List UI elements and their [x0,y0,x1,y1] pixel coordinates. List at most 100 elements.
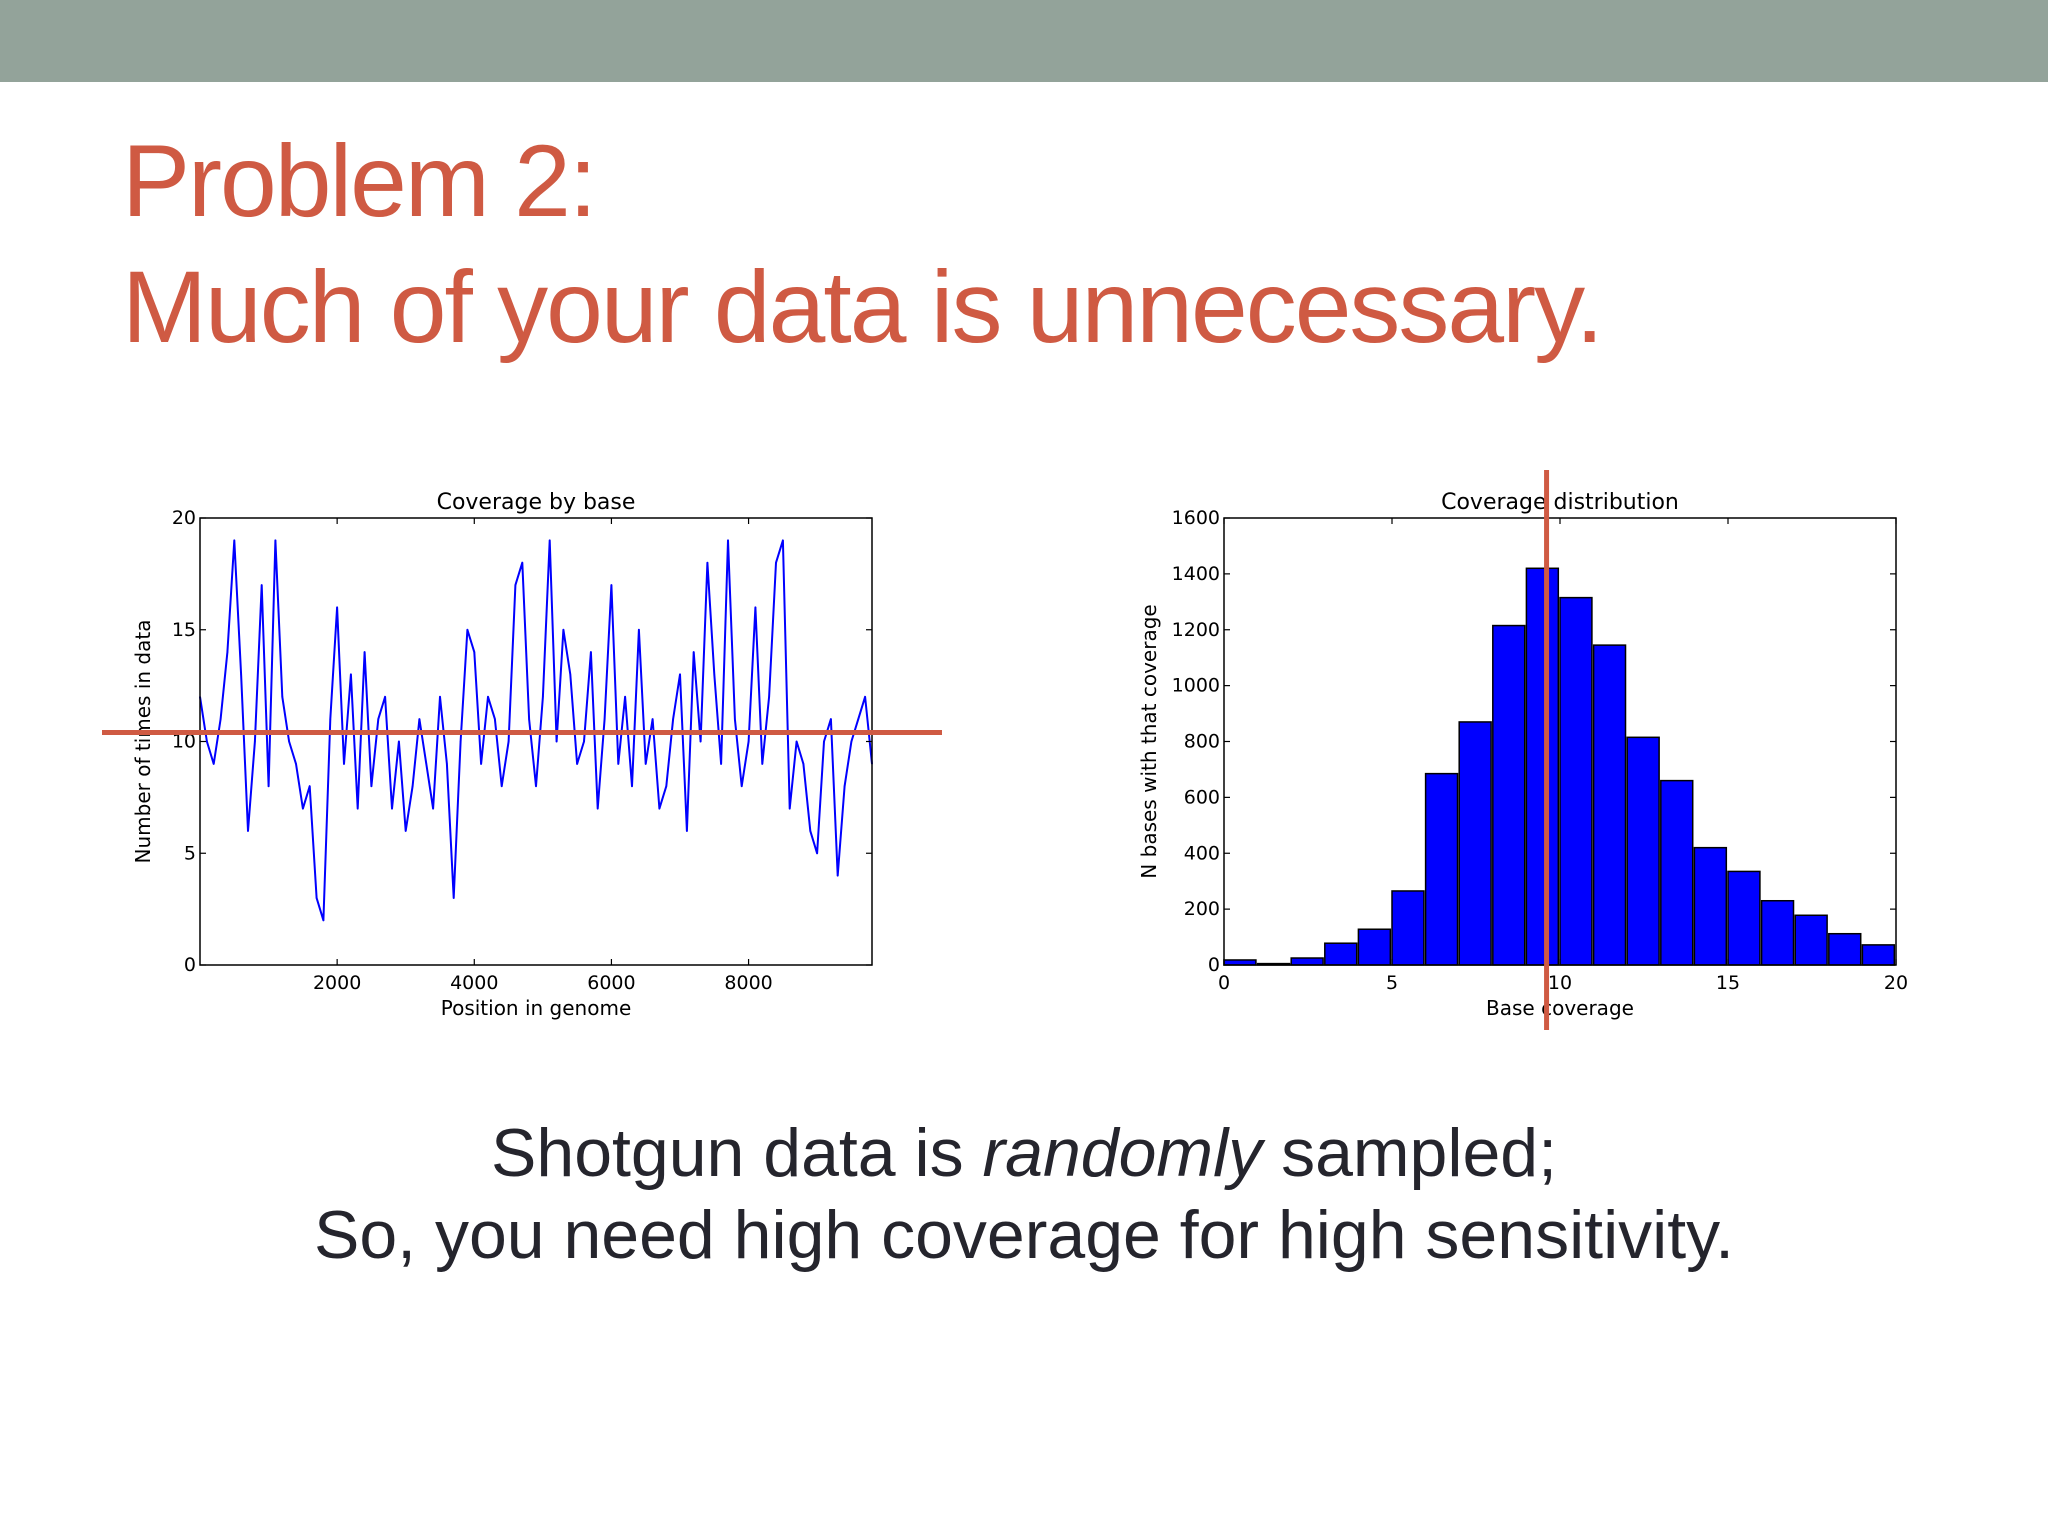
coverage-data-point [336,606,338,609]
hist-x-axis-label: Base coverage [1486,996,1634,1020]
coverage-data-point [775,561,777,564]
coverage-data-point [404,830,407,832]
coverage-data-point [521,561,524,564]
hist-x-tick-label: 15 [1716,972,1740,994]
coverage-data-point [308,785,311,787]
coverage-data-point [802,763,805,765]
histogram-bar [1727,870,1761,966]
coverage-data-point [432,807,434,810]
coverage-data-point [617,763,620,765]
line-y-tick-label: 5 [184,842,196,864]
line-y-axis-label: Number of times in data [131,620,155,864]
coverage-data-point [665,785,668,787]
coverage-data-point [651,718,654,720]
hist-x-tick-label: 10 [1548,972,1572,994]
coverage-data-point [350,673,352,676]
caption-part-1: Shotgun data is [491,1115,983,1191]
coverage-data-point [672,718,674,720]
coverage-data-point [795,740,798,743]
line-plot-background [200,518,872,965]
line-x-tick-label: 4000 [450,972,498,994]
coverage-data-point [727,539,729,542]
hist-y-tick-label: 1000 [1172,675,1220,697]
histogram-bar [1290,957,1324,966]
hist-y-tick-label: 1400 [1172,563,1220,585]
coverage-data-point [473,651,476,653]
coverage-data-point [480,763,482,765]
hist-y-axis-label: N bases with that coverage [1137,604,1161,878]
coverage-data-point [500,785,503,787]
coverage-data-point [569,673,572,676]
coverage-data-point [576,763,578,765]
histogram-bar [1693,846,1728,966]
coverage-data-point [583,740,585,743]
coverage-data-point [329,718,332,720]
coverage-data-point [843,785,846,787]
coverage-data-point [391,807,393,810]
coverage-data-point [274,539,277,542]
line-title: Coverage by base [437,490,636,515]
coverage-data-point [555,740,558,743]
histogram-bar [1492,624,1526,966]
coverage-data-point [466,628,469,631]
coverage-data-point [686,830,688,832]
histogram-bar [1861,944,1896,966]
coverage-data-point [322,919,325,922]
line-x-tick-label: 8000 [724,972,772,994]
histogram-bar [1324,942,1358,966]
hist-y-tick-label: 1200 [1172,619,1220,641]
slide-caption: Shotgun data is randomly sampled; So, yo… [0,1112,2048,1276]
coverage-data-point [260,584,263,586]
top-bar [0,0,2048,82]
coverage-data-point [782,539,784,542]
coverage-data-point [452,897,455,899]
coverage-data-point [302,807,304,810]
coverage-data-point [548,539,551,542]
line-y-tick-label: 15 [172,619,196,641]
coverage-data-point [754,606,757,609]
histogram-bar [1525,567,1560,966]
coverage-data-point [631,785,633,787]
coverage-data-point [356,807,359,810]
caption-emphasis: randomly [982,1115,1263,1191]
coverage-data-point [768,696,770,698]
histogram-bar [1760,899,1795,966]
histogram-bar [1592,644,1627,966]
coverage-data-point [644,763,647,765]
coverage-data-point [610,584,613,586]
coverage-data-point [713,673,716,676]
caption-part-2: sampled; [1262,1115,1557,1191]
coverage-data-point [233,539,236,542]
hist-x-tick-label: 20 [1884,972,1908,994]
coverage-data-point [425,763,428,765]
line-x-axis-label: Position in genome [441,996,632,1020]
coverage-data-point [363,651,366,653]
hist-y-tick-label: 0 [1208,954,1220,976]
coverage-data-point [343,763,345,765]
coverage-data-point [254,740,256,743]
histogram-bar [1223,959,1257,966]
coverage-by-base-chart: Coverage by base 2000 4000 6000 8000 0 5 10 15 20… [102,490,942,1020]
coverage-data-point [761,763,764,765]
coverage-data-point [638,628,640,631]
histogram-bar [1794,914,1828,966]
coverage-data-point [247,830,249,832]
coverage-data-point [377,718,380,720]
coverage-data-point [459,740,462,743]
line-x-tick-label: 6000 [587,972,635,994]
coverage-data-point [809,830,812,832]
coverage-data-point [212,763,215,765]
line-x-tick-label: 2000 [313,972,361,994]
coverage-data-point [370,785,373,787]
coverage-data-point [281,696,284,698]
coverage-data-point [446,763,448,765]
coverage-data-point [288,740,290,743]
histogram-bar [1424,772,1459,966]
coverage-data-point [734,718,736,720]
coverage-data-point [788,807,791,810]
coverage-data-point [226,651,229,653]
coverage-data-point [658,807,661,810]
coverage-data-point [830,718,832,720]
coverage-data-point [692,651,695,653]
